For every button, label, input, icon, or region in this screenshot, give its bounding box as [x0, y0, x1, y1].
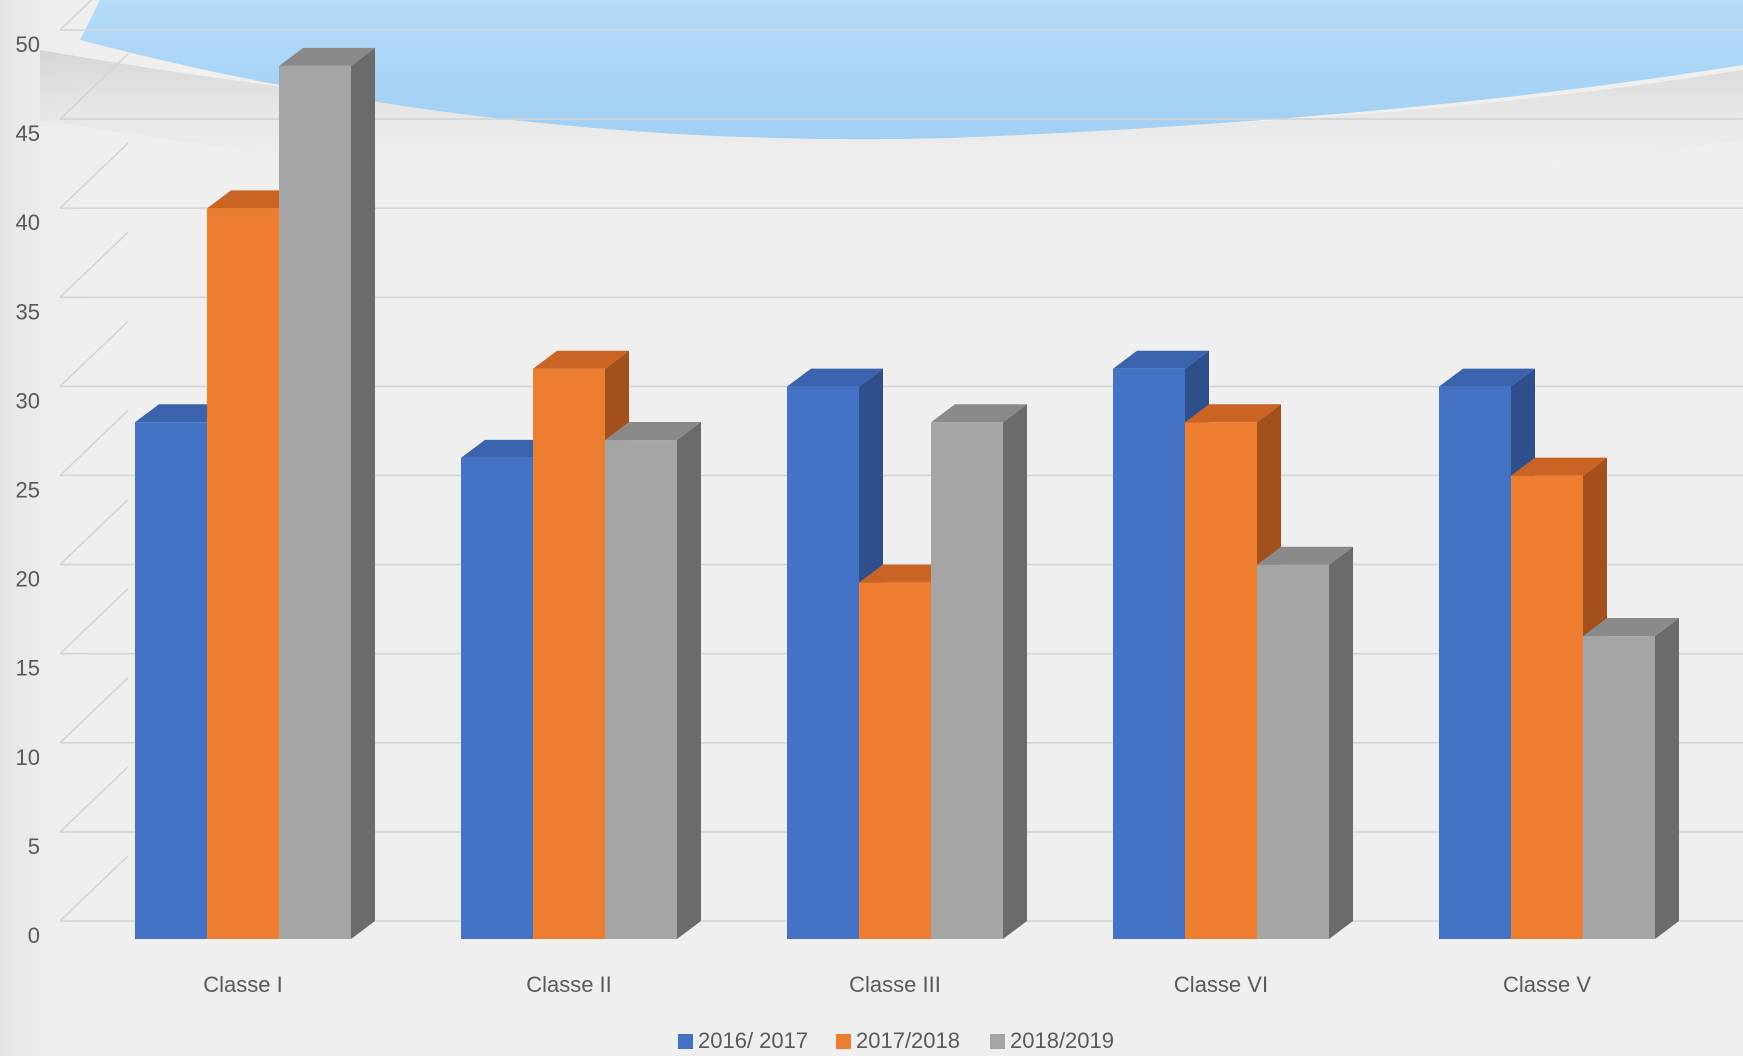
x-tick-label: Classe III [849, 972, 941, 997]
bar [279, 47, 375, 939]
bar-top [1185, 404, 1281, 423]
bar-front [207, 208, 279, 939]
bar-top [1257, 546, 1353, 565]
bar-group [461, 350, 701, 939]
bar-front [135, 422, 207, 940]
y-tick-label: 0 [28, 923, 40, 948]
wave-shadow [40, 50, 1743, 196]
bar-group [1113, 350, 1353, 940]
gridline-side [59, 231, 129, 298]
gridline-side [59, 53, 129, 120]
bar-group [787, 368, 1027, 940]
bar-front [1185, 422, 1257, 940]
legend-label: 2016/ 2017 [698, 1028, 808, 1053]
bar-side [1329, 546, 1353, 939]
bar-top [1439, 368, 1535, 387]
legend-label: 2018/2019 [1010, 1028, 1114, 1053]
bar-front [1511, 475, 1583, 939]
bar-top [279, 47, 375, 66]
bar-front [533, 368, 605, 939]
bar-top [605, 422, 701, 441]
legend-item: 2016/ 2017 [678, 1028, 808, 1053]
legend-swatch [990, 1034, 1005, 1049]
bar [1257, 546, 1353, 939]
y-tick-label: 50 [16, 32, 40, 57]
x-tick-label: Classe VI [1174, 972, 1268, 997]
bar-group [135, 47, 375, 940]
y-tick-label: 25 [16, 478, 40, 503]
bar [605, 422, 701, 939]
bar-top [1583, 618, 1679, 637]
bar [1583, 618, 1679, 939]
legend: 2016/ 2017 2017/2018 2018/2019 [678, 1028, 1114, 1053]
gridline-side [59, 855, 129, 922]
bar-front [1583, 636, 1655, 939]
x-tick-label: Classe V [1503, 972, 1591, 997]
y-tick-label: 10 [16, 745, 40, 770]
bar [931, 404, 1027, 940]
y-tick-label: 15 [16, 656, 40, 681]
x-tick-label: Classe I [203, 972, 282, 997]
gridline-side [59, 766, 129, 833]
gridline-side [59, 142, 129, 209]
bar-side [1003, 404, 1027, 940]
bar-front [1439, 386, 1511, 940]
legend-swatch [678, 1034, 693, 1049]
bars [135, 47, 1679, 940]
bar-front [931, 422, 1003, 940]
y-tick-label: 5 [28, 834, 40, 859]
gridline-side [59, 0, 93, 31]
y-tick-label: 35 [16, 299, 40, 324]
x-tick-label: Classe II [526, 972, 612, 997]
bar-side [1655, 618, 1679, 939]
legend-item: 2017/2018 [836, 1028, 960, 1053]
bar-top [931, 404, 1027, 423]
legend-label: 2017/2018 [856, 1028, 960, 1053]
x-axis: Classe I Classe II Classe III Classe VI Clas… [203, 972, 1591, 997]
bar-top [1511, 457, 1607, 476]
y-tick-label: 40 [16, 210, 40, 235]
bar-side [677, 422, 701, 939]
bar-front [1113, 368, 1185, 939]
legend-item: 2018/2019 [990, 1028, 1114, 1053]
y-tick-label: 20 [16, 567, 40, 592]
gridline-side [59, 409, 129, 477]
bar-front [279, 65, 351, 939]
bar-top [533, 350, 629, 369]
bar-side [351, 47, 375, 939]
y-tick-label: 45 [16, 121, 40, 146]
bar-front [859, 582, 931, 939]
bar-top [1113, 350, 1209, 369]
gridline-side [59, 499, 129, 566]
bar-front [1257, 564, 1329, 939]
y-tick-label: 30 [16, 388, 40, 413]
gridline-side [59, 320, 129, 387]
decorative-wave [80, 0, 1743, 140]
bar-group [1439, 368, 1679, 940]
y-axis: 0 5 10 15 20 25 30 35 40 45 50 [16, 32, 40, 948]
bar-front [787, 386, 859, 940]
gridline-side [59, 588, 129, 655]
gridline-side [59, 677, 129, 744]
bar-front [605, 440, 677, 939]
legend-swatch [836, 1034, 851, 1049]
left-shade [0, 0, 90, 1056]
bar-front [461, 457, 533, 939]
bar-top [787, 368, 883, 387]
